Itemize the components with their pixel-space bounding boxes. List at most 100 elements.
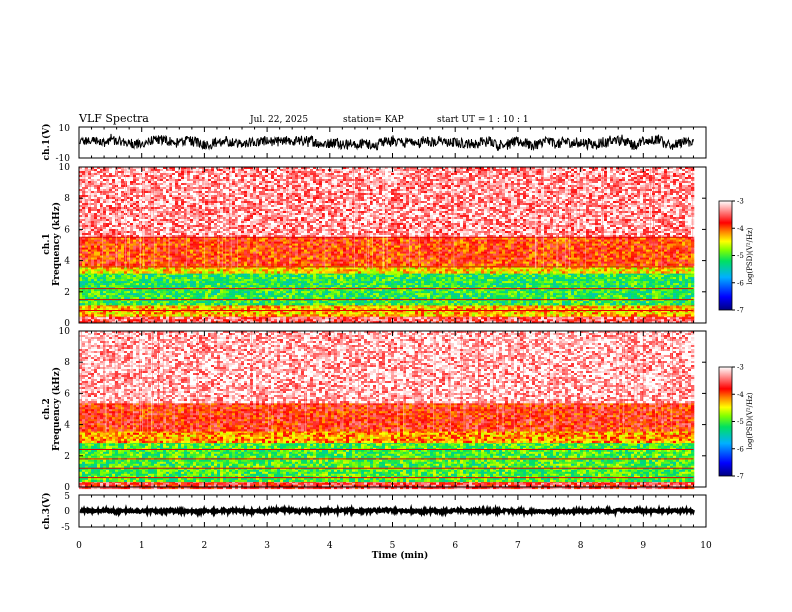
spectrogram-cell bbox=[355, 304, 359, 307]
spectrogram-cell bbox=[160, 275, 164, 278]
spectrogram-cell bbox=[526, 312, 530, 315]
spectrogram-cell bbox=[223, 283, 227, 286]
spectrogram-cell bbox=[400, 317, 404, 320]
spectrogram-cell bbox=[154, 317, 158, 320]
spectrogram-cell bbox=[565, 293, 569, 296]
spectrogram-cell bbox=[580, 295, 584, 298]
spectrogram-cell bbox=[526, 289, 530, 292]
spectrogram-cell bbox=[268, 297, 272, 300]
spectrogram-cell bbox=[460, 289, 464, 292]
spectrogram-cell bbox=[400, 273, 404, 276]
spectrogram-cell bbox=[529, 308, 533, 311]
spectrogram-cell bbox=[637, 291, 641, 294]
spectrogram-cell bbox=[646, 312, 650, 315]
spectrogram-cell bbox=[604, 283, 608, 286]
spectrogram-cell bbox=[301, 275, 305, 278]
spectrogram-cell bbox=[169, 295, 173, 298]
spectrogram-cell bbox=[328, 314, 332, 317]
spectrogram-cell bbox=[121, 321, 125, 324]
spectrogram-cell bbox=[85, 275, 89, 278]
spectrogram-cell bbox=[391, 279, 395, 282]
spectrogram-cell bbox=[613, 312, 617, 315]
spectrogram-cell bbox=[139, 291, 143, 294]
spectrogram-cell bbox=[529, 273, 533, 276]
spectrogram-cell bbox=[160, 312, 164, 315]
spectrogram-cell bbox=[538, 275, 542, 278]
spectrogram-cell bbox=[88, 283, 92, 286]
spectrogram-cell bbox=[631, 285, 635, 288]
spectrogram-cell bbox=[94, 295, 98, 298]
spectrogram-cell bbox=[322, 279, 326, 282]
spectrogram-cell bbox=[388, 299, 392, 302]
spectrogram-cell bbox=[298, 285, 302, 288]
spectrogram-cell bbox=[91, 306, 95, 309]
spectrogram-cell bbox=[271, 275, 275, 278]
spectrogram-cell bbox=[658, 310, 662, 313]
spectrogram-cell bbox=[424, 299, 428, 302]
spectrogram-cell bbox=[655, 319, 659, 322]
spectrogram-cell bbox=[361, 312, 365, 315]
spectrogram-cell bbox=[415, 273, 419, 276]
spectrogram-cell bbox=[244, 304, 248, 307]
spectrogram-cell bbox=[574, 299, 578, 302]
spectrogram-cell bbox=[400, 312, 404, 315]
spectrogram-cell bbox=[112, 273, 116, 276]
spectrogram-cell bbox=[118, 321, 122, 324]
spectrogram-cell bbox=[511, 293, 515, 296]
spectrogram-cell bbox=[190, 310, 194, 313]
spectrogram-cell bbox=[460, 310, 464, 313]
spectrogram-cell bbox=[160, 295, 164, 298]
spectrogram-cell bbox=[508, 310, 512, 313]
spectrogram-cell bbox=[268, 299, 272, 302]
spectrogram-cell bbox=[658, 275, 662, 278]
spectrogram-cell bbox=[499, 299, 503, 302]
spectrogram-cell bbox=[337, 285, 341, 288]
spectrogram-cell bbox=[157, 289, 161, 292]
spectrogram-cell bbox=[562, 295, 566, 298]
spectrogram-cell bbox=[496, 314, 500, 317]
spectrogram-cell bbox=[541, 275, 545, 278]
spectrogram-cell bbox=[142, 283, 146, 286]
spectrogram-cell bbox=[361, 299, 365, 302]
spectrogram-cell bbox=[679, 317, 683, 320]
spectrogram-cell bbox=[466, 306, 470, 309]
spectrogram-cell bbox=[85, 295, 89, 298]
spectrogram-cell bbox=[469, 289, 473, 292]
spectrogram-cell bbox=[211, 319, 215, 322]
spectrogram-cell bbox=[334, 295, 338, 298]
spectrogram-cell bbox=[130, 275, 134, 278]
spectrogram-cell bbox=[130, 308, 134, 311]
spectrogram-cell bbox=[457, 304, 461, 307]
spectrogram-cell bbox=[466, 277, 470, 280]
spectrogram-cell bbox=[508, 319, 512, 322]
spectrogram-cell bbox=[451, 319, 455, 322]
spectrogram-cell bbox=[430, 304, 434, 307]
spectrogram-cell bbox=[427, 308, 431, 311]
spectrogram-cell bbox=[187, 295, 191, 298]
spectrogram-cell bbox=[685, 312, 689, 315]
spectrogram-cell bbox=[79, 321, 83, 324]
spectrogram-cell bbox=[232, 297, 236, 300]
spectrogram-cell bbox=[673, 317, 677, 320]
spectrogram-cell bbox=[586, 299, 590, 302]
spectrogram-cell bbox=[268, 321, 272, 324]
spectrogram-cell bbox=[193, 297, 197, 300]
spectrogram-cell bbox=[235, 314, 239, 317]
spectrogram-cell bbox=[244, 317, 248, 320]
spectrogram-cell bbox=[529, 291, 533, 294]
spectrogram-cell bbox=[589, 312, 593, 315]
spectrogram-cell bbox=[352, 297, 356, 300]
spectrogram-cell bbox=[166, 308, 170, 311]
spectrogram-cell bbox=[319, 285, 323, 288]
spectrogram-cell bbox=[637, 273, 641, 276]
spectrogram-cell bbox=[286, 291, 290, 294]
spectrogram-cell bbox=[208, 301, 212, 304]
spectrogram-cell bbox=[505, 319, 509, 322]
spectrogram-cell bbox=[196, 295, 200, 298]
spectrogram-cell bbox=[385, 273, 389, 276]
spectrogram-cell bbox=[646, 321, 650, 324]
spectrogram-cell bbox=[451, 291, 455, 294]
spectrogram-cell bbox=[247, 310, 251, 313]
spectrogram-cell bbox=[520, 275, 524, 278]
